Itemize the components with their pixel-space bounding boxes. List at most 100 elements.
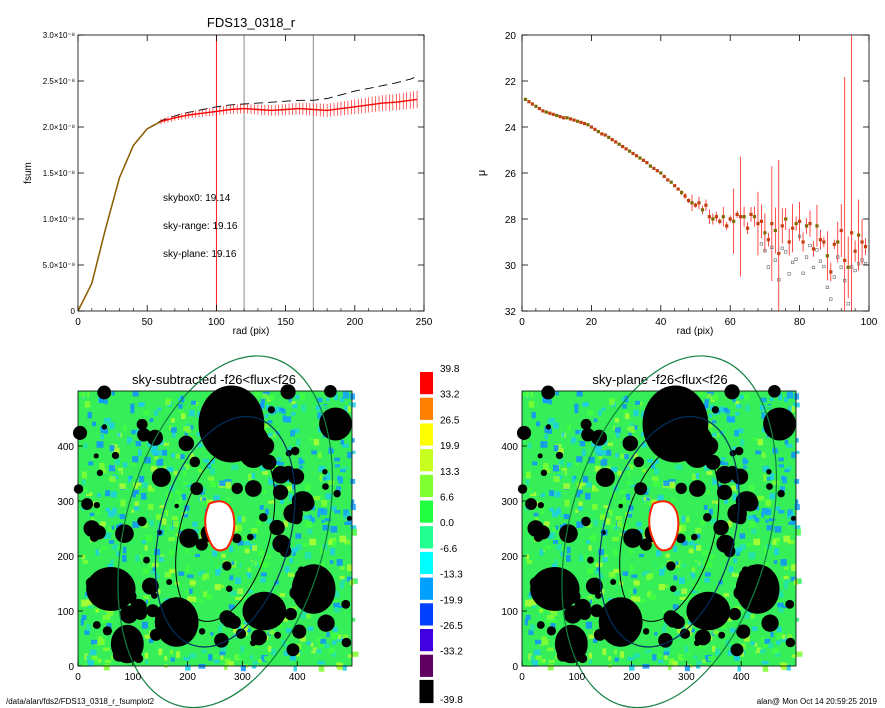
image-pixel xyxy=(783,575,789,580)
image-pixel xyxy=(761,661,769,665)
image-pixel xyxy=(607,442,614,446)
image-pixel xyxy=(261,423,269,429)
data-point xyxy=(558,115,562,119)
masked-source xyxy=(639,538,652,551)
sky-plane-axes: 0 100 200 300 400 0 100 200 300 400 xyxy=(501,390,797,683)
image-pixel xyxy=(774,506,781,511)
image-pixel xyxy=(627,645,634,649)
image-pixel xyxy=(247,628,251,633)
image-pixel xyxy=(320,562,325,567)
image-pixel xyxy=(313,495,321,501)
image-pixel xyxy=(187,480,193,485)
image-pixel xyxy=(83,663,90,667)
masked-source xyxy=(284,607,297,621)
image-pixel xyxy=(640,598,647,603)
image-pixel xyxy=(136,554,143,559)
image-pixel xyxy=(730,485,737,491)
image-pixel xyxy=(528,391,532,398)
masked-source xyxy=(174,503,179,509)
data-point xyxy=(690,201,694,205)
image-pixel xyxy=(317,661,325,665)
image-pixel xyxy=(251,472,255,480)
image-pixel xyxy=(751,528,757,535)
colorbar-swatch xyxy=(420,474,433,497)
image-pixel xyxy=(751,626,758,631)
image-pixel xyxy=(636,521,642,528)
data-point xyxy=(728,217,732,221)
image-pixel xyxy=(663,645,671,653)
image-pixel xyxy=(183,464,190,470)
image-pixel xyxy=(567,424,571,432)
data-point xyxy=(856,233,861,237)
image-pixel xyxy=(117,432,121,437)
y-tick-label: 26 xyxy=(505,169,517,180)
image-pixel xyxy=(258,550,265,556)
image-pixel xyxy=(600,589,605,595)
image-pixel xyxy=(170,418,176,423)
image-pixel xyxy=(679,524,686,532)
image-pixel xyxy=(308,437,313,442)
data-point xyxy=(739,215,743,219)
image-pixel xyxy=(556,507,561,515)
data-point-alt xyxy=(794,257,798,261)
image-pixel xyxy=(543,462,549,470)
image-pixel xyxy=(594,570,602,575)
data-point xyxy=(600,132,604,136)
image-pixel xyxy=(551,619,557,624)
masked-source xyxy=(525,498,537,510)
image-pixel xyxy=(587,595,593,602)
image-pixel xyxy=(795,651,803,657)
data-point xyxy=(548,111,552,115)
image-pixel xyxy=(598,455,603,460)
data-point xyxy=(527,100,531,104)
image-pixel xyxy=(116,440,121,446)
image-pixel xyxy=(235,596,243,601)
image-pixel xyxy=(703,505,708,510)
image-pixel xyxy=(781,663,788,671)
image-pixel xyxy=(543,488,550,496)
image-pixel xyxy=(172,520,179,528)
image-pixel xyxy=(82,489,90,495)
image-pixel xyxy=(591,504,598,510)
image-pixel xyxy=(576,456,583,463)
image-pixel xyxy=(594,445,602,453)
image-pixel xyxy=(793,402,800,408)
image-pixel xyxy=(722,461,729,466)
image-pixel xyxy=(123,424,127,432)
masked-region xyxy=(735,564,780,614)
y-tick-label: 32 xyxy=(505,307,517,318)
image-pixel xyxy=(629,565,634,573)
image-pixel xyxy=(537,614,542,621)
image-pixel xyxy=(159,505,165,509)
data-point xyxy=(832,242,836,246)
image-pixel xyxy=(273,483,278,490)
image-pixel xyxy=(688,548,694,554)
image-pixel xyxy=(318,465,326,472)
image-pixel xyxy=(307,528,313,535)
image-pixel xyxy=(336,486,341,492)
image-pixel xyxy=(93,614,98,621)
image-pixel xyxy=(106,610,114,616)
image-pixel xyxy=(140,492,147,500)
image-pixel xyxy=(133,429,139,434)
x-tick-label: 200 xyxy=(346,317,363,328)
image-pixel xyxy=(561,432,565,437)
image-pixel xyxy=(211,550,218,557)
masked-source xyxy=(178,435,195,452)
masked-source xyxy=(195,538,208,551)
image-pixel xyxy=(196,432,202,437)
image-pixel xyxy=(720,410,726,416)
masked-source xyxy=(317,614,335,632)
image-pixel xyxy=(291,551,296,556)
image-pixel xyxy=(126,437,133,444)
image-pixel xyxy=(264,656,271,661)
image-pixel xyxy=(99,488,106,496)
image-pixel xyxy=(767,404,772,409)
image-pixel xyxy=(87,659,95,667)
image-pixel xyxy=(672,660,678,666)
masked-source xyxy=(785,599,795,609)
image-pixel xyxy=(757,438,764,446)
image-pixel xyxy=(328,648,336,654)
data-point xyxy=(638,156,642,160)
image-frame xyxy=(77,390,353,667)
